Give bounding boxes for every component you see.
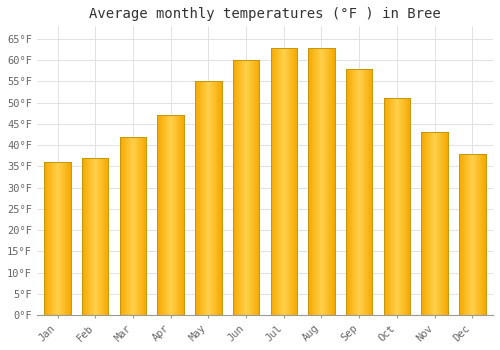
- Title: Average monthly temperatures (°F ) in Bree: Average monthly temperatures (°F ) in Br…: [89, 7, 441, 21]
